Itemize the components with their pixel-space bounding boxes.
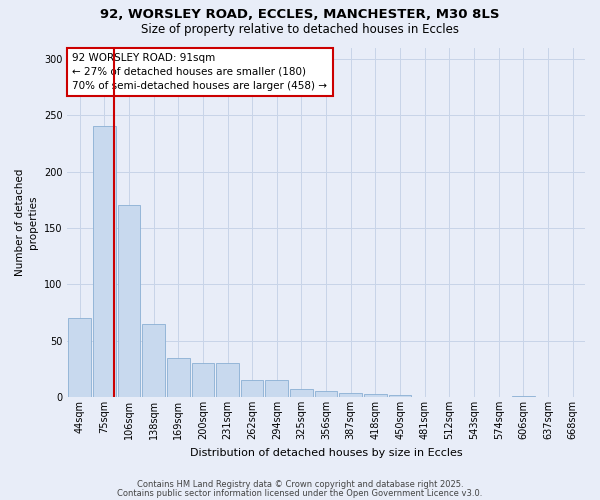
Bar (241, 380, 263, 397)
Text: Contains HM Land Registry data © Crown copyright and database right 2025.: Contains HM Land Registry data © Crown c… (137, 480, 463, 489)
Bar (191, 363, 214, 397)
Bar (364, 394, 387, 397)
Bar (265, 380, 288, 397)
Bar (68, 318, 91, 397)
Bar (93, 126, 116, 397)
Bar (167, 358, 190, 397)
Bar (340, 392, 362, 397)
Bar (290, 389, 313, 397)
Bar (216, 363, 239, 397)
Text: Contains public sector information licensed under the Open Government Licence v3: Contains public sector information licen… (118, 489, 482, 498)
Text: 92 WORSLEY ROAD: 91sqm
← 27% of detached houses are smaller (180)
70% of semi-de: 92 WORSLEY ROAD: 91sqm ← 27% of detached… (73, 52, 328, 90)
X-axis label: Distribution of detached houses by size in Eccles: Distribution of detached houses by size … (190, 448, 463, 458)
Bar (512, 396, 535, 397)
Text: Size of property relative to detached houses in Eccles: Size of property relative to detached ho… (141, 22, 459, 36)
Bar (315, 392, 337, 397)
Bar (389, 395, 412, 397)
Bar (142, 324, 165, 397)
Y-axis label: Number of detached
properties: Number of detached properties (15, 168, 38, 276)
Bar (118, 206, 140, 397)
Text: 92, WORSLEY ROAD, ECCLES, MANCHESTER, M30 8LS: 92, WORSLEY ROAD, ECCLES, MANCHESTER, M3… (100, 8, 500, 20)
